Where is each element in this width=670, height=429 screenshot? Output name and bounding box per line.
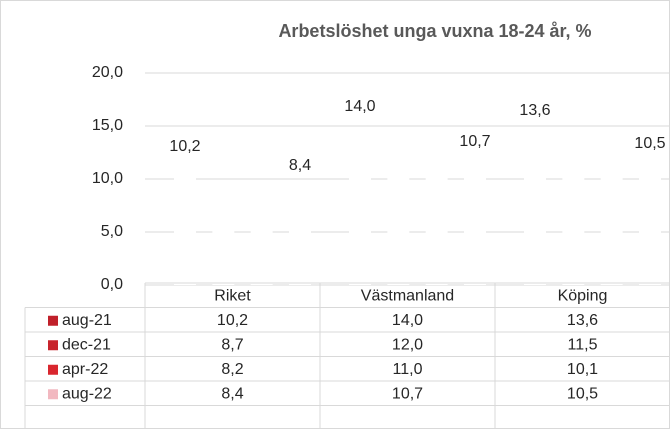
bar (387, 157, 410, 285)
legend-label: aug-21 (62, 312, 112, 329)
table-cell: 11,0 (393, 361, 423, 378)
bar (349, 136, 371, 285)
x-tick-label: Västmanland (361, 287, 454, 304)
bar (600, 177, 623, 285)
x-tick-label: Riket (214, 287, 251, 304)
data-label: 10,2 (169, 138, 200, 155)
legend-label: aug-22 (62, 385, 112, 402)
table-cell: 10,1 (567, 361, 598, 378)
data-label: 10,7 (459, 133, 490, 150)
table-cell: 14,0 (392, 312, 423, 329)
bar (425, 168, 448, 285)
table-cell: 10,2 (217, 312, 248, 329)
y-tick-label: 5,0 (101, 223, 123, 240)
chart-title: Arbetslöshet unga vuxna 18-24 år, % (278, 21, 591, 41)
bar (212, 192, 235, 285)
legend-label: apr-22 (62, 361, 108, 378)
table-cell: 8,4 (221, 385, 243, 402)
table-cell: 8,7 (221, 336, 243, 353)
legend-key (48, 315, 58, 326)
table-cell: 10,7 (392, 385, 423, 402)
y-tick-label: 0,0 (101, 276, 123, 293)
data-label: 13,6 (519, 102, 550, 119)
bar (524, 140, 546, 285)
bar (174, 176, 196, 285)
bar (289, 195, 311, 285)
legend-key (48, 389, 58, 400)
bar (250, 198, 273, 285)
data-label: 10,5 (634, 135, 665, 152)
legend-label: dec-21 (62, 336, 111, 353)
table-cell: 12,0 (392, 336, 423, 353)
y-tick-label: 20,0 (92, 64, 123, 81)
data-label: 8,4 (289, 157, 311, 174)
table-cell: 10,5 (567, 385, 598, 402)
bar (639, 173, 661, 285)
data-label: 14,0 (344, 98, 375, 115)
legend-key (48, 364, 58, 375)
y-tick-label: 10,0 (92, 170, 123, 187)
y-tick-label: 15,0 (92, 117, 123, 134)
bar (464, 171, 486, 285)
legend-key (48, 340, 58, 351)
bar (562, 163, 585, 285)
table-cell: 13,6 (567, 312, 598, 329)
x-tick-label: Köping (558, 287, 608, 304)
table-cell: 8,2 (221, 361, 243, 378)
table-cell: 11,5 (568, 336, 598, 353)
